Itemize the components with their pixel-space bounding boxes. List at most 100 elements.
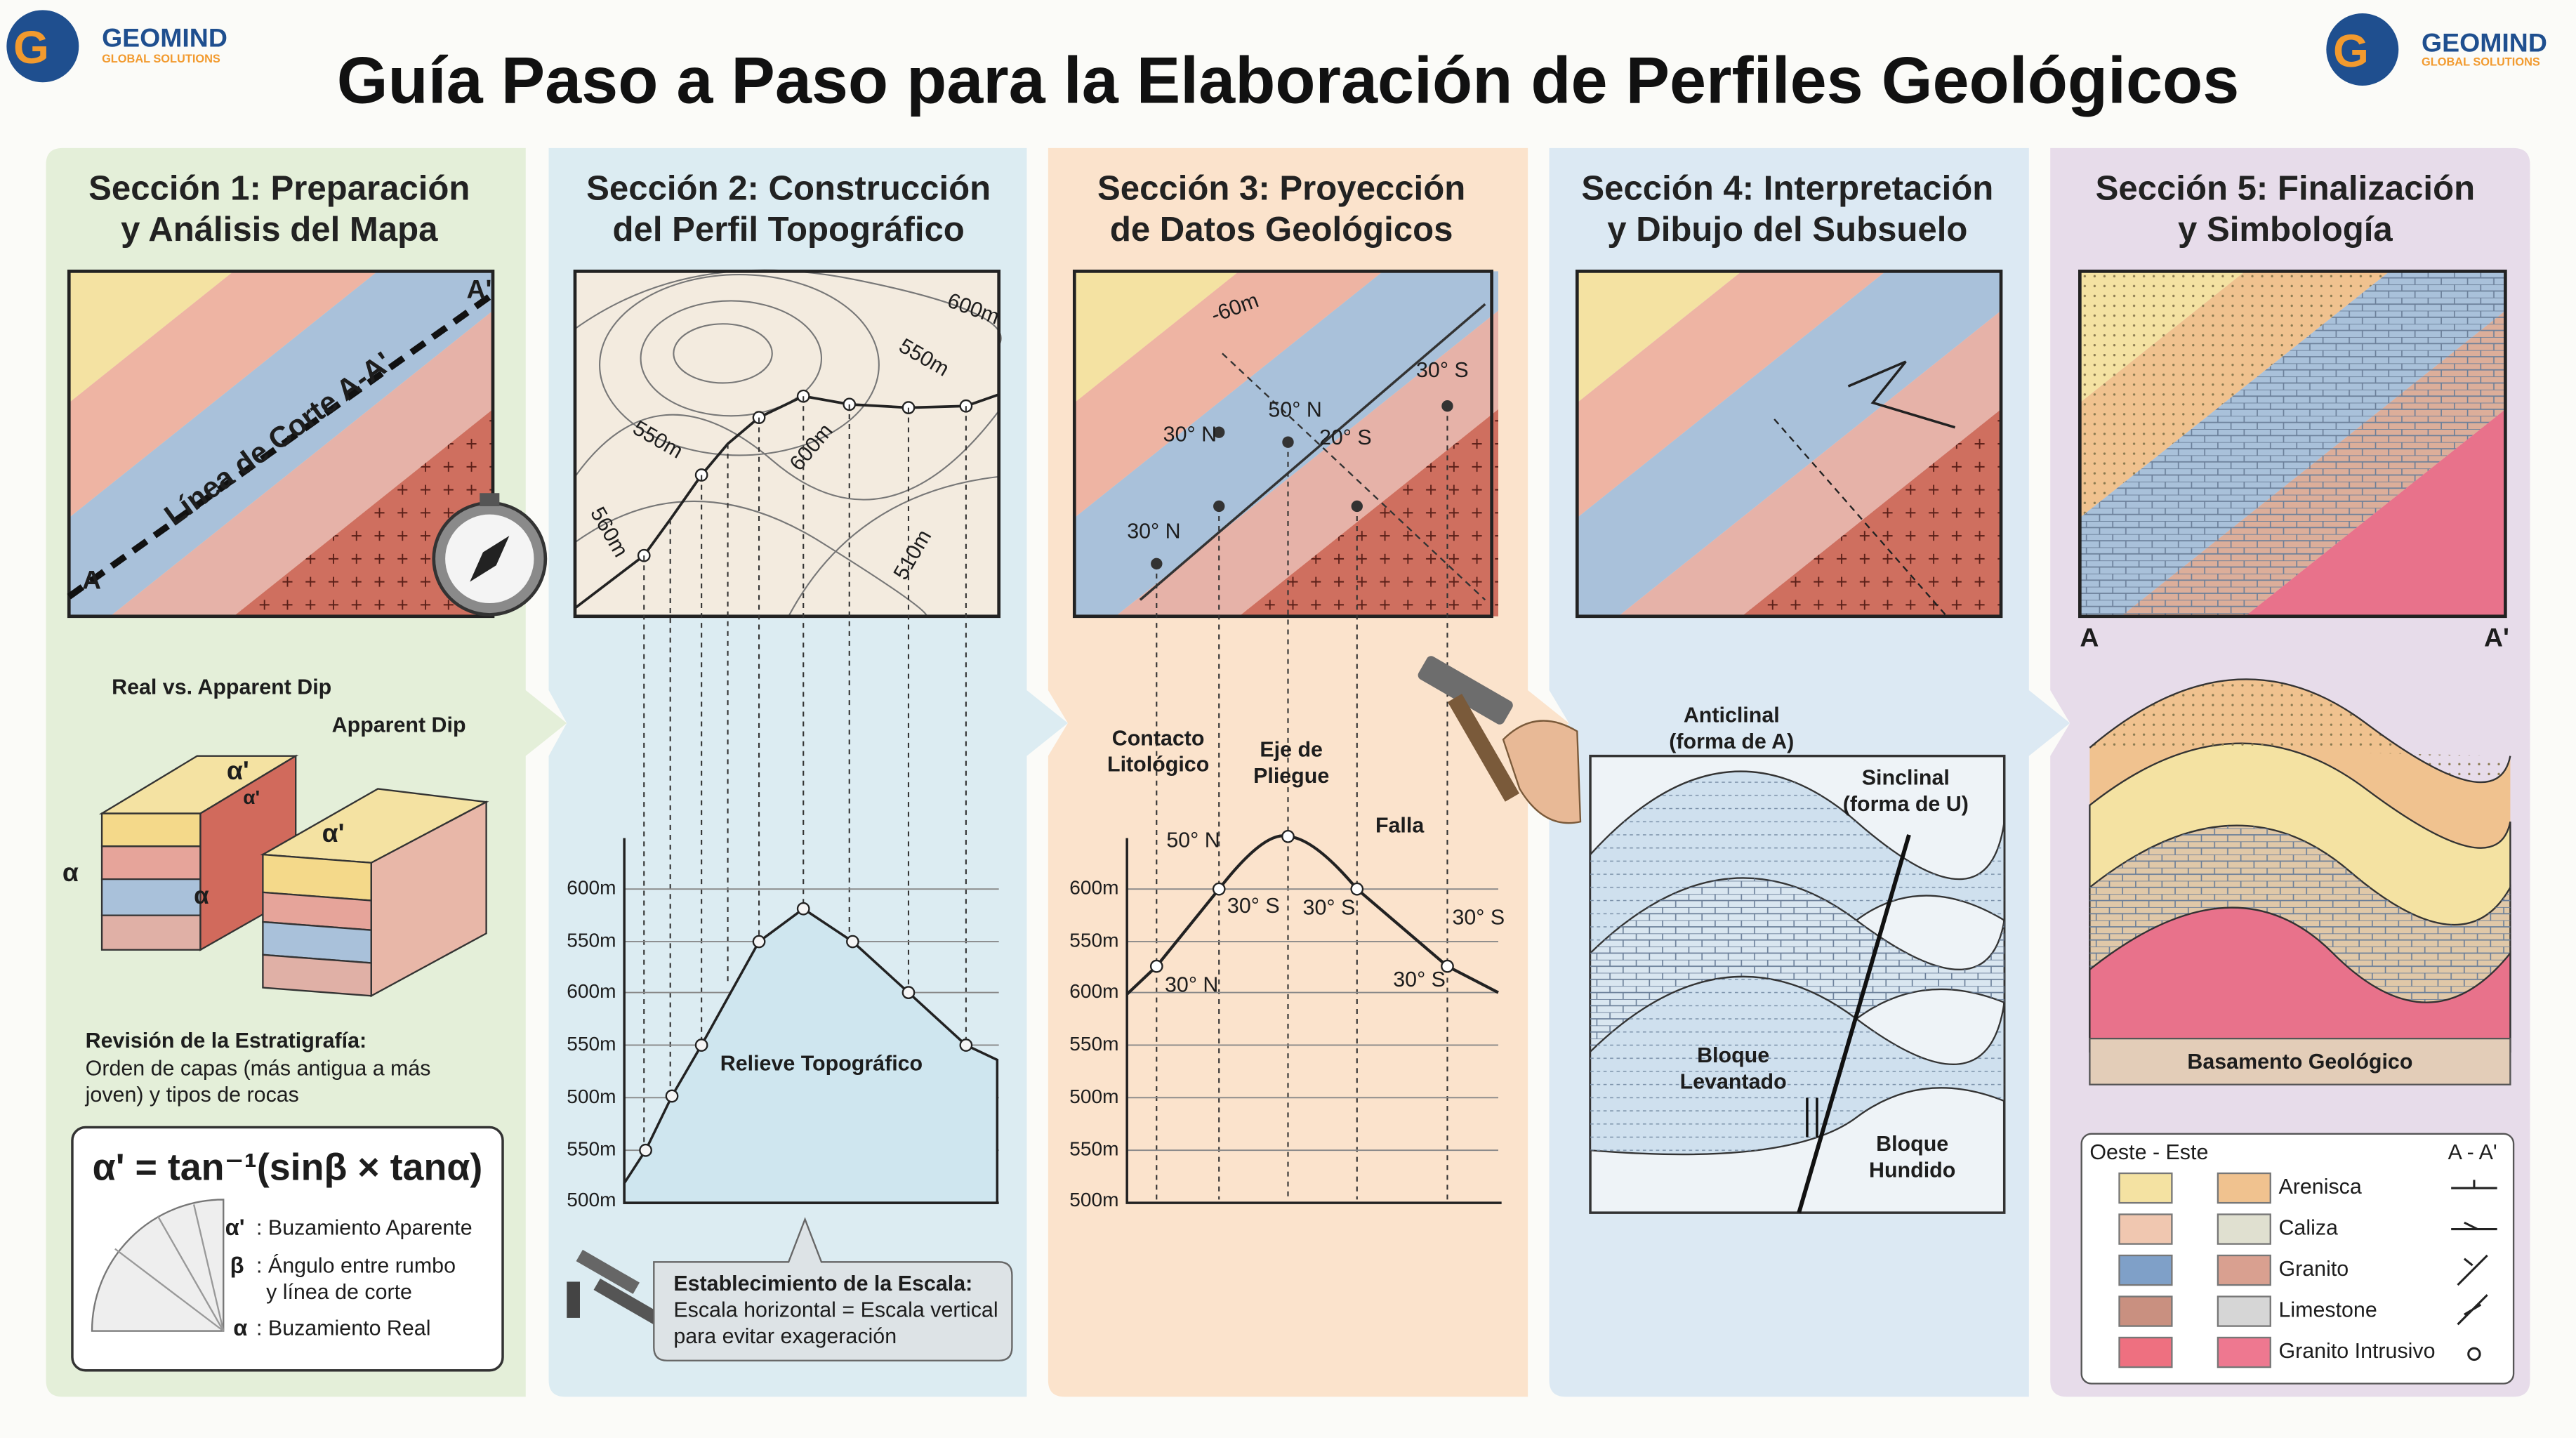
label: Limestone [2278, 1298, 2377, 1322]
brand-right: G GEOMIND GLOBAL SOLUTIONS [2326, 13, 2547, 86]
label: Revisión de la Estratigrafía: [86, 1029, 366, 1053]
logo-mark: G [2333, 25, 2369, 77]
compass [432, 493, 548, 616]
shape-circle [1212, 882, 1226, 896]
shape-g [639, 902, 973, 1157]
banner [2089, 1037, 2511, 1086]
label: Sección 4: Interpretación [1581, 170, 1993, 208]
page-title: Guía Paso a Paso para la Elaboración de … [337, 44, 2240, 117]
label: α' = tan⁻¹(sinβ × tanα) [93, 1147, 483, 1189]
shape-circle [694, 1038, 708, 1052]
shape-rect [574, 271, 999, 616]
shape-g [1149, 829, 1454, 973]
projection-lines [1156, 406, 1448, 1200]
label: joven) y tipos de rocas [85, 1083, 299, 1107]
topographic-profile [623, 838, 999, 1204]
label: A - A' [2448, 1140, 2497, 1164]
label: GEOMIND [102, 22, 227, 52]
label: 500m [567, 1189, 616, 1211]
label: : Buzamiento Aparente [256, 1216, 473, 1240]
shape-polygon [100, 845, 202, 880]
shape-path [2089, 678, 2511, 784]
label: 30° S [1303, 895, 1356, 919]
shape-rect [576, 1249, 640, 1294]
shape-rect [2118, 1295, 2173, 1327]
geologic-map [2078, 270, 2507, 619]
shape-circle [752, 935, 766, 949]
label: Sección 1: Preparación [88, 170, 470, 208]
shape-circle [846, 935, 859, 949]
label: y Simbología [2178, 211, 2393, 249]
label: Contacto [1112, 726, 1205, 750]
shape-polygon [470, 536, 510, 582]
shape-circle [752, 411, 766, 424]
label: Pliegue [1253, 764, 1329, 788]
label: Levantado [1680, 1069, 1787, 1093]
shape-rect [1447, 694, 1520, 802]
label: 30° S [1393, 968, 1446, 991]
label: del Perfil Topográfico [613, 211, 965, 249]
shape-path [2457, 1254, 2488, 1286]
label: 550m [1069, 1138, 1118, 1160]
shape-circle [1149, 959, 1163, 973]
label: y línea de corte [266, 1280, 412, 1304]
label: GEOMIND [2422, 27, 2547, 57]
label: Litológico [1107, 753, 1209, 777]
label: Granito [2278, 1257, 2349, 1281]
shape-rect [2217, 1172, 2271, 1204]
label: 50° N [1268, 397, 1321, 421]
shape-circle [1351, 500, 1363, 513]
shape-rect [67, 270, 495, 619]
shape-rect [2118, 1172, 2173, 1204]
label: 500m [1069, 1086, 1118, 1107]
label: 600m [1069, 980, 1118, 1002]
label: Anticlinal [1684, 704, 1780, 727]
shape-circle [2467, 1347, 2481, 1361]
label: β [230, 1252, 244, 1278]
shape-polygon [2080, 271, 2504, 616]
final-section [2089, 678, 2511, 1053]
label: : Ángulo entre rumbo [256, 1253, 456, 1277]
shape-circle [665, 1089, 679, 1103]
logo [6, 10, 79, 83]
shape-polygon [100, 812, 202, 847]
label: (forma de A) [1669, 730, 1794, 753]
cut-line [67, 291, 495, 600]
label: 50° N [1166, 828, 1220, 852]
label: (forma de U) [1843, 792, 1969, 816]
shape-path [2089, 906, 2511, 1053]
label: α' [225, 1214, 245, 1240]
protractor [91, 1199, 225, 1332]
legend-symbols [2451, 1180, 2497, 1361]
shape-rect [2217, 1213, 2271, 1245]
shape-path [1502, 720, 1582, 824]
label: 30° N [1127, 519, 1180, 543]
label: Arenisca [2278, 1175, 2361, 1199]
shape-path [788, 475, 999, 617]
label: de Datos Geológicos [1110, 211, 1453, 249]
label: Bloque [1876, 1132, 1948, 1156]
shape-circle [796, 902, 810, 916]
shape-path [2451, 1180, 2497, 1189]
label: α [62, 857, 79, 887]
label: Orden de capas (más antigua a más [86, 1057, 431, 1081]
contour-map [573, 269, 1002, 619]
label: Sección 2: Construcción [586, 170, 991, 208]
cross-section [1589, 754, 2006, 1214]
label: 30° N [1165, 972, 1218, 996]
label: 550m [567, 1033, 616, 1055]
shape-circle [959, 1038, 973, 1052]
label: y Dibujo del Subsuelo [1607, 211, 1967, 249]
fault-trace [1222, 352, 1486, 601]
fault-trace [1847, 360, 1956, 429]
label: A' [467, 274, 492, 303]
scale-note-box [653, 1217, 1013, 1361]
label: 600m [567, 980, 616, 1002]
shape-polygon [262, 954, 372, 997]
shape-path [91, 1199, 225, 1332]
logo-mark: G [13, 22, 49, 73]
shape-path [2451, 1221, 2497, 1231]
shape-rect [2118, 1336, 2173, 1368]
shape-rect [2078, 270, 2507, 619]
